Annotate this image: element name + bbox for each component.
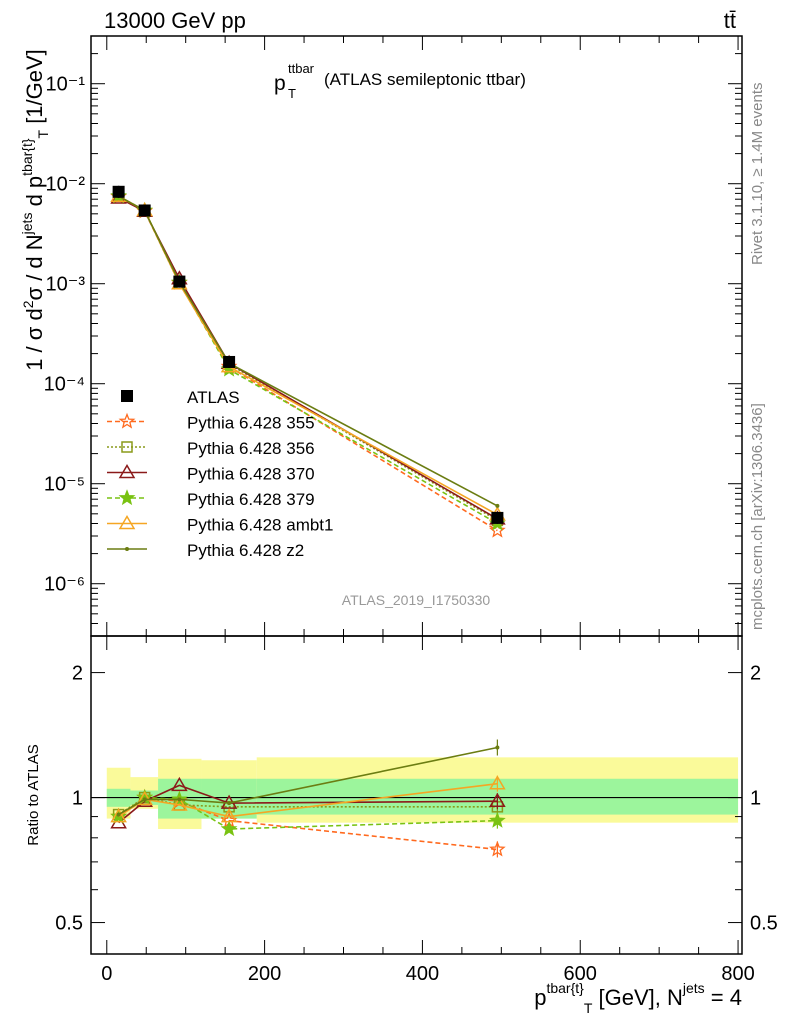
ratio-frame (90, 635, 743, 955)
y-tick-label: 10⁻¹ (46, 74, 86, 96)
ratio-label: Ratio to ATLAS (25, 744, 42, 845)
ratio-line (118, 796, 498, 816)
header-left: 13000 GeV pp (104, 8, 246, 33)
legend-marker (121, 390, 133, 402)
title-p: p (274, 72, 286, 95)
y-tick-label: 10⁻⁶ (44, 574, 85, 596)
main-title: p ttbar T (ATLAS semileptonic ttbar) (274, 61, 526, 101)
ratio-point (220, 820, 238, 837)
y-axis-label: 1 / σ d2σ / d Njets d ptbar{t}T [1/GeV] (19, 49, 51, 371)
series-point (495, 503, 500, 508)
legend-entry-label: ATLAS (187, 388, 240, 407)
legend-entry-label: Pythia 6.428 355 (187, 414, 315, 433)
header-right: tt̄ (724, 8, 736, 33)
legend-marker (118, 515, 136, 530)
legend: ATLAS Pythia 6.428 355 Pythia 6.428 356 Pyt… (107, 388, 333, 560)
ratio-point (220, 808, 238, 823)
data-point (173, 275, 186, 288)
ratio-point (110, 808, 127, 823)
ratio-point (489, 811, 506, 828)
legend-entry-label: Pythia 6.428 z2 (187, 541, 304, 560)
ratio-y-tick-label-right: 0.5 (750, 913, 778, 935)
svg-text:ptbar{t}T [GeV], Njets = 4: ptbar{t}T [GeV], Njets = 4 (534, 980, 742, 1016)
legend-entry-label: Pythia 6.428 370 (187, 465, 315, 484)
ratio-point (489, 792, 506, 807)
ratio-point (227, 801, 232, 806)
analysis-id: ATLAS_2019_I1750330 (342, 592, 491, 608)
data-point (138, 204, 151, 217)
rivet-label: Rivet 3.1.10, ≥ 1.4M events (749, 83, 766, 266)
y-tick-label: 10⁻² (46, 174, 86, 196)
series-point (489, 521, 506, 538)
svg-text:1 / σ d2σ / d Njets d ptbar{t}: 1 / σ d2σ / d Njets d ptbar{t}T [1/GeV] (19, 49, 51, 371)
ratio-point (177, 797, 182, 802)
x-tick-label: 0 (101, 963, 112, 985)
ratio-line (118, 784, 498, 824)
legend-entry-label: Pythia 6.428 ambt1 (187, 516, 333, 535)
title-sup: ttbar (288, 61, 315, 76)
ratio-point (489, 840, 506, 857)
legend-marker (118, 489, 136, 506)
ratio-point (495, 745, 500, 750)
x-tick-label: 400 (406, 963, 439, 985)
ratio-point (116, 812, 121, 817)
y-tick-label: 10⁻⁵ (44, 474, 85, 496)
ratio-y-tick-label-right: 1 (750, 788, 761, 810)
ratio-point (489, 775, 506, 790)
x-axis-label: ptbar{t}T [GeV], Njets = 4 (534, 980, 742, 1016)
legend-marker (118, 412, 136, 429)
ratio-y-tick-label-right: 2 (750, 663, 761, 685)
ratio-panel: 0 200 400 600 800 0.5 0.5 1 1 2 2 (55, 635, 778, 985)
series-line (118, 195, 498, 507)
ratio-point (142, 797, 147, 802)
legend-entry-label: Pythia 6.428 356 (187, 439, 315, 458)
ratio-point (171, 776, 188, 792)
data-point (491, 511, 504, 524)
legend-entry-label: Pythia 6.428 379 (187, 490, 315, 509)
ratio-point (171, 796, 188, 811)
ratio-y-tick-label: 0.5 (55, 913, 83, 935)
mcplots-label: mcplots.cern.ch [arXiv:1306.3436] (749, 403, 766, 630)
title-rest: (ATLAS semileptonic ttbar) (324, 70, 526, 89)
title-sub: T (288, 86, 296, 101)
legend-marker (125, 547, 129, 551)
main-panel: 10⁻⁶ 10⁻⁵ 10⁻⁴ 10⁻³ 10⁻² 10⁻¹ (44, 35, 743, 954)
legend-marker (118, 464, 136, 479)
x-tick-label: 600 (564, 963, 597, 985)
y-tick-label: 10⁻³ (46, 274, 86, 296)
x-tick-label: 800 (721, 963, 754, 985)
y-tick-label: 10⁻⁴ (44, 374, 85, 396)
x-tick-label: 200 (248, 963, 281, 985)
data-point (112, 185, 125, 198)
ratio-point (136, 790, 153, 806)
data-point (223, 355, 236, 368)
ratio-y-tick-label: 2 (72, 663, 83, 685)
ratio-y-tick-label: 1 (72, 788, 83, 810)
legend-marker (121, 441, 133, 453)
